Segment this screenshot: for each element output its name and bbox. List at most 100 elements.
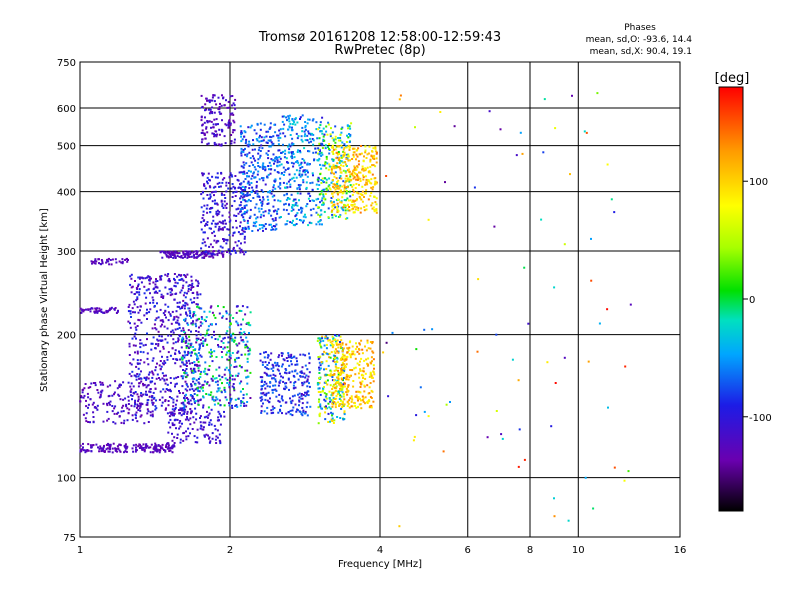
echo-point bbox=[275, 158, 278, 161]
echo-point bbox=[282, 208, 285, 211]
echo-point bbox=[106, 404, 109, 407]
echo-point bbox=[105, 443, 108, 446]
echo-point bbox=[240, 187, 243, 190]
echo-point bbox=[106, 385, 109, 388]
echo-point bbox=[267, 130, 270, 133]
echo-point bbox=[302, 219, 305, 222]
echo-point bbox=[160, 335, 163, 338]
echo-point bbox=[201, 322, 204, 325]
echo-point bbox=[208, 310, 211, 313]
echo-point bbox=[242, 393, 245, 396]
echo-point bbox=[164, 338, 167, 341]
echo-point bbox=[298, 186, 301, 188]
echo-point bbox=[293, 156, 296, 159]
echo-point bbox=[287, 145, 290, 148]
echo-point bbox=[173, 251, 176, 254]
echo-point bbox=[285, 412, 288, 415]
echo-point bbox=[166, 358, 169, 361]
echo-point bbox=[250, 182, 253, 184]
echo-point bbox=[183, 431, 185, 434]
echo-point bbox=[184, 341, 187, 344]
echo-point bbox=[282, 132, 285, 135]
echo-point bbox=[174, 293, 177, 295]
echo-point bbox=[277, 171, 280, 174]
echo-point bbox=[282, 166, 285, 169]
echo-point bbox=[323, 350, 326, 353]
y-tick-label: 500 bbox=[57, 142, 76, 153]
echo-point bbox=[360, 145, 362, 147]
echo-point bbox=[349, 135, 352, 138]
echo-point bbox=[261, 392, 264, 395]
echo-point bbox=[307, 132, 310, 135]
echo-point bbox=[338, 156, 341, 159]
echo-point bbox=[167, 311, 170, 314]
echo-point bbox=[237, 186, 240, 189]
echo-point bbox=[173, 273, 176, 275]
echo-point bbox=[333, 175, 336, 178]
echo-point bbox=[80, 311, 83, 314]
echo-point bbox=[213, 111, 216, 114]
echo-point bbox=[94, 262, 97, 265]
echo-point bbox=[167, 421, 170, 424]
echo-point bbox=[324, 337, 327, 340]
echo-point bbox=[268, 209, 271, 212]
echo-point bbox=[339, 184, 342, 187]
echo-point bbox=[369, 382, 372, 384]
echo-point bbox=[610, 198, 613, 201]
echo-point bbox=[229, 124, 232, 127]
echo-point bbox=[356, 198, 358, 201]
echo-point bbox=[354, 173, 357, 175]
echo-point bbox=[340, 156, 343, 159]
echo-point bbox=[264, 210, 267, 213]
echo-point bbox=[359, 180, 362, 182]
echo-point bbox=[312, 139, 315, 142]
echo-point bbox=[189, 344, 192, 347]
echo-point bbox=[279, 379, 282, 382]
echo-point bbox=[230, 335, 233, 337]
echo-point bbox=[244, 194, 247, 196]
echo-point bbox=[230, 140, 233, 143]
echo-point bbox=[260, 144, 263, 147]
echo-point bbox=[191, 428, 194, 430]
echo-point bbox=[273, 169, 276, 172]
echo-point bbox=[347, 155, 350, 158]
echo-point bbox=[187, 290, 190, 293]
echo-point bbox=[81, 309, 84, 312]
echo-point bbox=[168, 279, 171, 282]
echo-point bbox=[338, 145, 340, 148]
echo-point bbox=[124, 447, 127, 450]
echo-point bbox=[91, 403, 94, 406]
echo-point bbox=[263, 351, 265, 354]
echo-point bbox=[146, 357, 149, 360]
echo-point bbox=[272, 186, 275, 189]
echo-point bbox=[318, 157, 321, 160]
echo-point bbox=[339, 139, 342, 142]
echo-point bbox=[186, 292, 188, 295]
echo-point bbox=[362, 169, 365, 172]
echo-point bbox=[185, 368, 188, 370]
echo-point bbox=[341, 196, 344, 199]
echo-point bbox=[210, 207, 212, 209]
echo-point bbox=[332, 338, 335, 340]
echo-point bbox=[166, 255, 169, 258]
echo-point bbox=[336, 153, 339, 156]
echo-point bbox=[167, 273, 170, 275]
echo-point bbox=[337, 367, 340, 369]
echo-point bbox=[358, 183, 360, 186]
echo-point bbox=[231, 131, 234, 134]
echo-point bbox=[571, 94, 573, 97]
echo-point bbox=[374, 150, 377, 153]
echo-point bbox=[151, 370, 154, 373]
echo-point bbox=[344, 376, 347, 379]
echo-point bbox=[310, 140, 312, 143]
echo-point bbox=[352, 153, 355, 156]
echo-point bbox=[217, 240, 220, 243]
echo-point bbox=[169, 294, 172, 297]
echo-point bbox=[244, 200, 247, 203]
echo-point bbox=[296, 121, 299, 124]
echo-point bbox=[329, 420, 331, 423]
echo-point bbox=[156, 338, 159, 341]
echo-point bbox=[217, 123, 219, 126]
echo-point bbox=[124, 397, 127, 400]
echo-point bbox=[291, 177, 294, 180]
